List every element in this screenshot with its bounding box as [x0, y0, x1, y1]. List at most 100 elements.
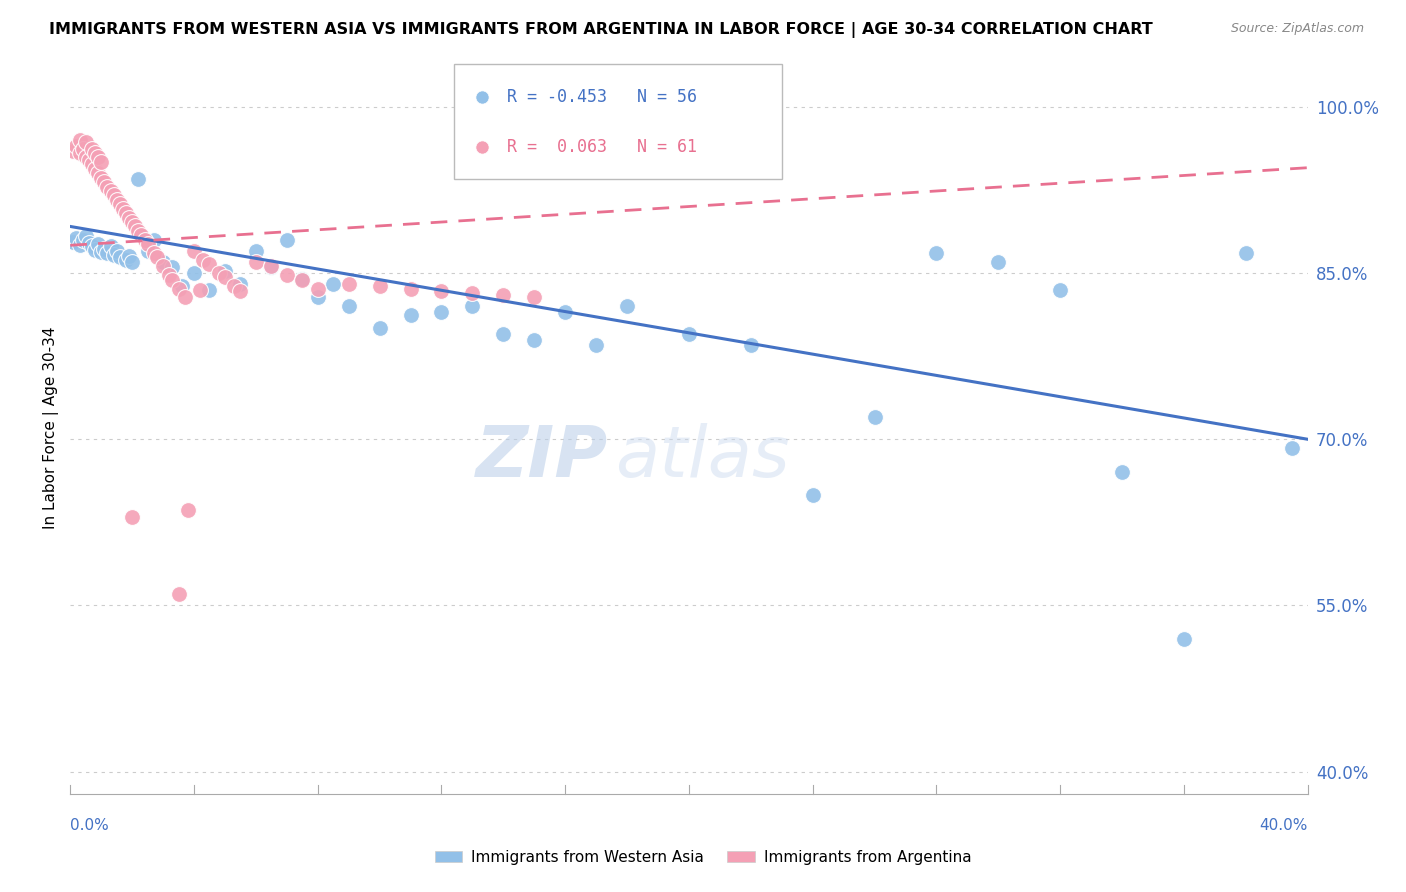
Point: [127, 224, 149, 238]
Text: atlas: atlas: [614, 423, 789, 491]
Point: [740, 338, 762, 352]
Point: [134, 233, 156, 247]
Point: [214, 264, 236, 278]
Point: [276, 268, 298, 283]
Point: [177, 503, 200, 517]
Point: [90, 170, 112, 185]
Point: [1173, 632, 1195, 646]
Text: 40.0%: 40.0%: [1260, 818, 1308, 833]
Point: [193, 252, 215, 267]
Point: [75, 150, 97, 164]
Point: [84, 243, 107, 257]
Point: [492, 326, 515, 341]
Text: ZIP: ZIP: [477, 423, 609, 491]
Point: [291, 271, 314, 285]
Point: [430, 284, 453, 298]
Point: [121, 255, 143, 269]
Point: [84, 161, 107, 176]
Point: [142, 233, 165, 247]
Point: [1111, 466, 1133, 480]
Point: [100, 239, 122, 253]
Point: [162, 260, 184, 275]
Point: [108, 197, 131, 211]
Point: [80, 157, 103, 171]
Point: [678, 326, 700, 341]
Point: [72, 142, 94, 156]
Point: [307, 281, 329, 295]
Point: [229, 277, 252, 291]
Point: [430, 305, 453, 319]
Point: [167, 587, 190, 601]
Point: [399, 308, 422, 322]
Point: [84, 146, 107, 161]
Point: [167, 281, 190, 295]
Point: [124, 219, 146, 234]
Point: [80, 142, 103, 156]
Point: [77, 153, 100, 167]
Point: [69, 146, 91, 161]
Point: [121, 509, 143, 524]
Point: [1090, 152, 1112, 166]
Text: Source: ZipAtlas.com: Source: ZipAtlas.com: [1230, 22, 1364, 36]
Point: [183, 266, 205, 280]
Point: [152, 260, 174, 274]
Point: [118, 249, 141, 263]
Point: [399, 281, 422, 295]
Point: [96, 179, 118, 194]
Text: IMMIGRANTS FROM WESTERN ASIA VS IMMIGRANTS FROM ARGENTINA IN LABOR FORCE | AGE 3: IMMIGRANTS FROM WESTERN ASIA VS IMMIGRAN…: [49, 22, 1153, 38]
Point: [162, 273, 184, 287]
Point: [307, 290, 329, 304]
Point: [368, 321, 391, 335]
Point: [337, 277, 360, 291]
Point: [90, 244, 112, 259]
Point: [103, 188, 125, 202]
Point: [245, 244, 267, 258]
Point: [146, 251, 169, 265]
Point: [108, 251, 131, 265]
Point: [198, 257, 221, 271]
Point: [136, 244, 159, 258]
Point: [183, 244, 205, 258]
Point: [337, 299, 360, 313]
Point: [93, 242, 115, 256]
Point: [65, 230, 87, 244]
Point: [131, 228, 153, 243]
Point: [585, 338, 607, 352]
Text: 0.0%: 0.0%: [70, 818, 110, 833]
Point: [152, 255, 174, 269]
Point: [87, 150, 110, 164]
Point: [118, 211, 141, 225]
Point: [616, 299, 638, 313]
Point: [72, 233, 94, 247]
Point: [87, 237, 110, 252]
Point: [198, 283, 221, 297]
Point: [208, 266, 231, 280]
Point: [461, 299, 484, 313]
Point: [87, 166, 110, 180]
Point: [75, 135, 97, 149]
Point: [127, 171, 149, 186]
Point: [111, 202, 134, 216]
Point: [96, 246, 118, 260]
Point: [368, 279, 391, 293]
Point: [100, 184, 122, 198]
Point: [523, 333, 546, 347]
Point: [90, 155, 112, 169]
Point: [62, 235, 84, 249]
Text: R =  0.063   N = 61: R = 0.063 N = 61: [508, 137, 697, 155]
Point: [260, 260, 283, 274]
Point: [245, 255, 267, 269]
Point: [224, 279, 246, 293]
Point: [142, 246, 165, 260]
Point: [925, 246, 948, 260]
Point: [291, 273, 314, 287]
Point: [103, 248, 125, 262]
Point: [80, 239, 103, 253]
Point: [65, 138, 87, 153]
Point: [62, 144, 84, 158]
Point: [1234, 246, 1257, 260]
Point: [115, 252, 138, 267]
Legend: Immigrants from Western Asia, Immigrants from Argentina: Immigrants from Western Asia, Immigrants…: [429, 844, 977, 871]
Point: [554, 305, 576, 319]
Point: [173, 290, 195, 304]
